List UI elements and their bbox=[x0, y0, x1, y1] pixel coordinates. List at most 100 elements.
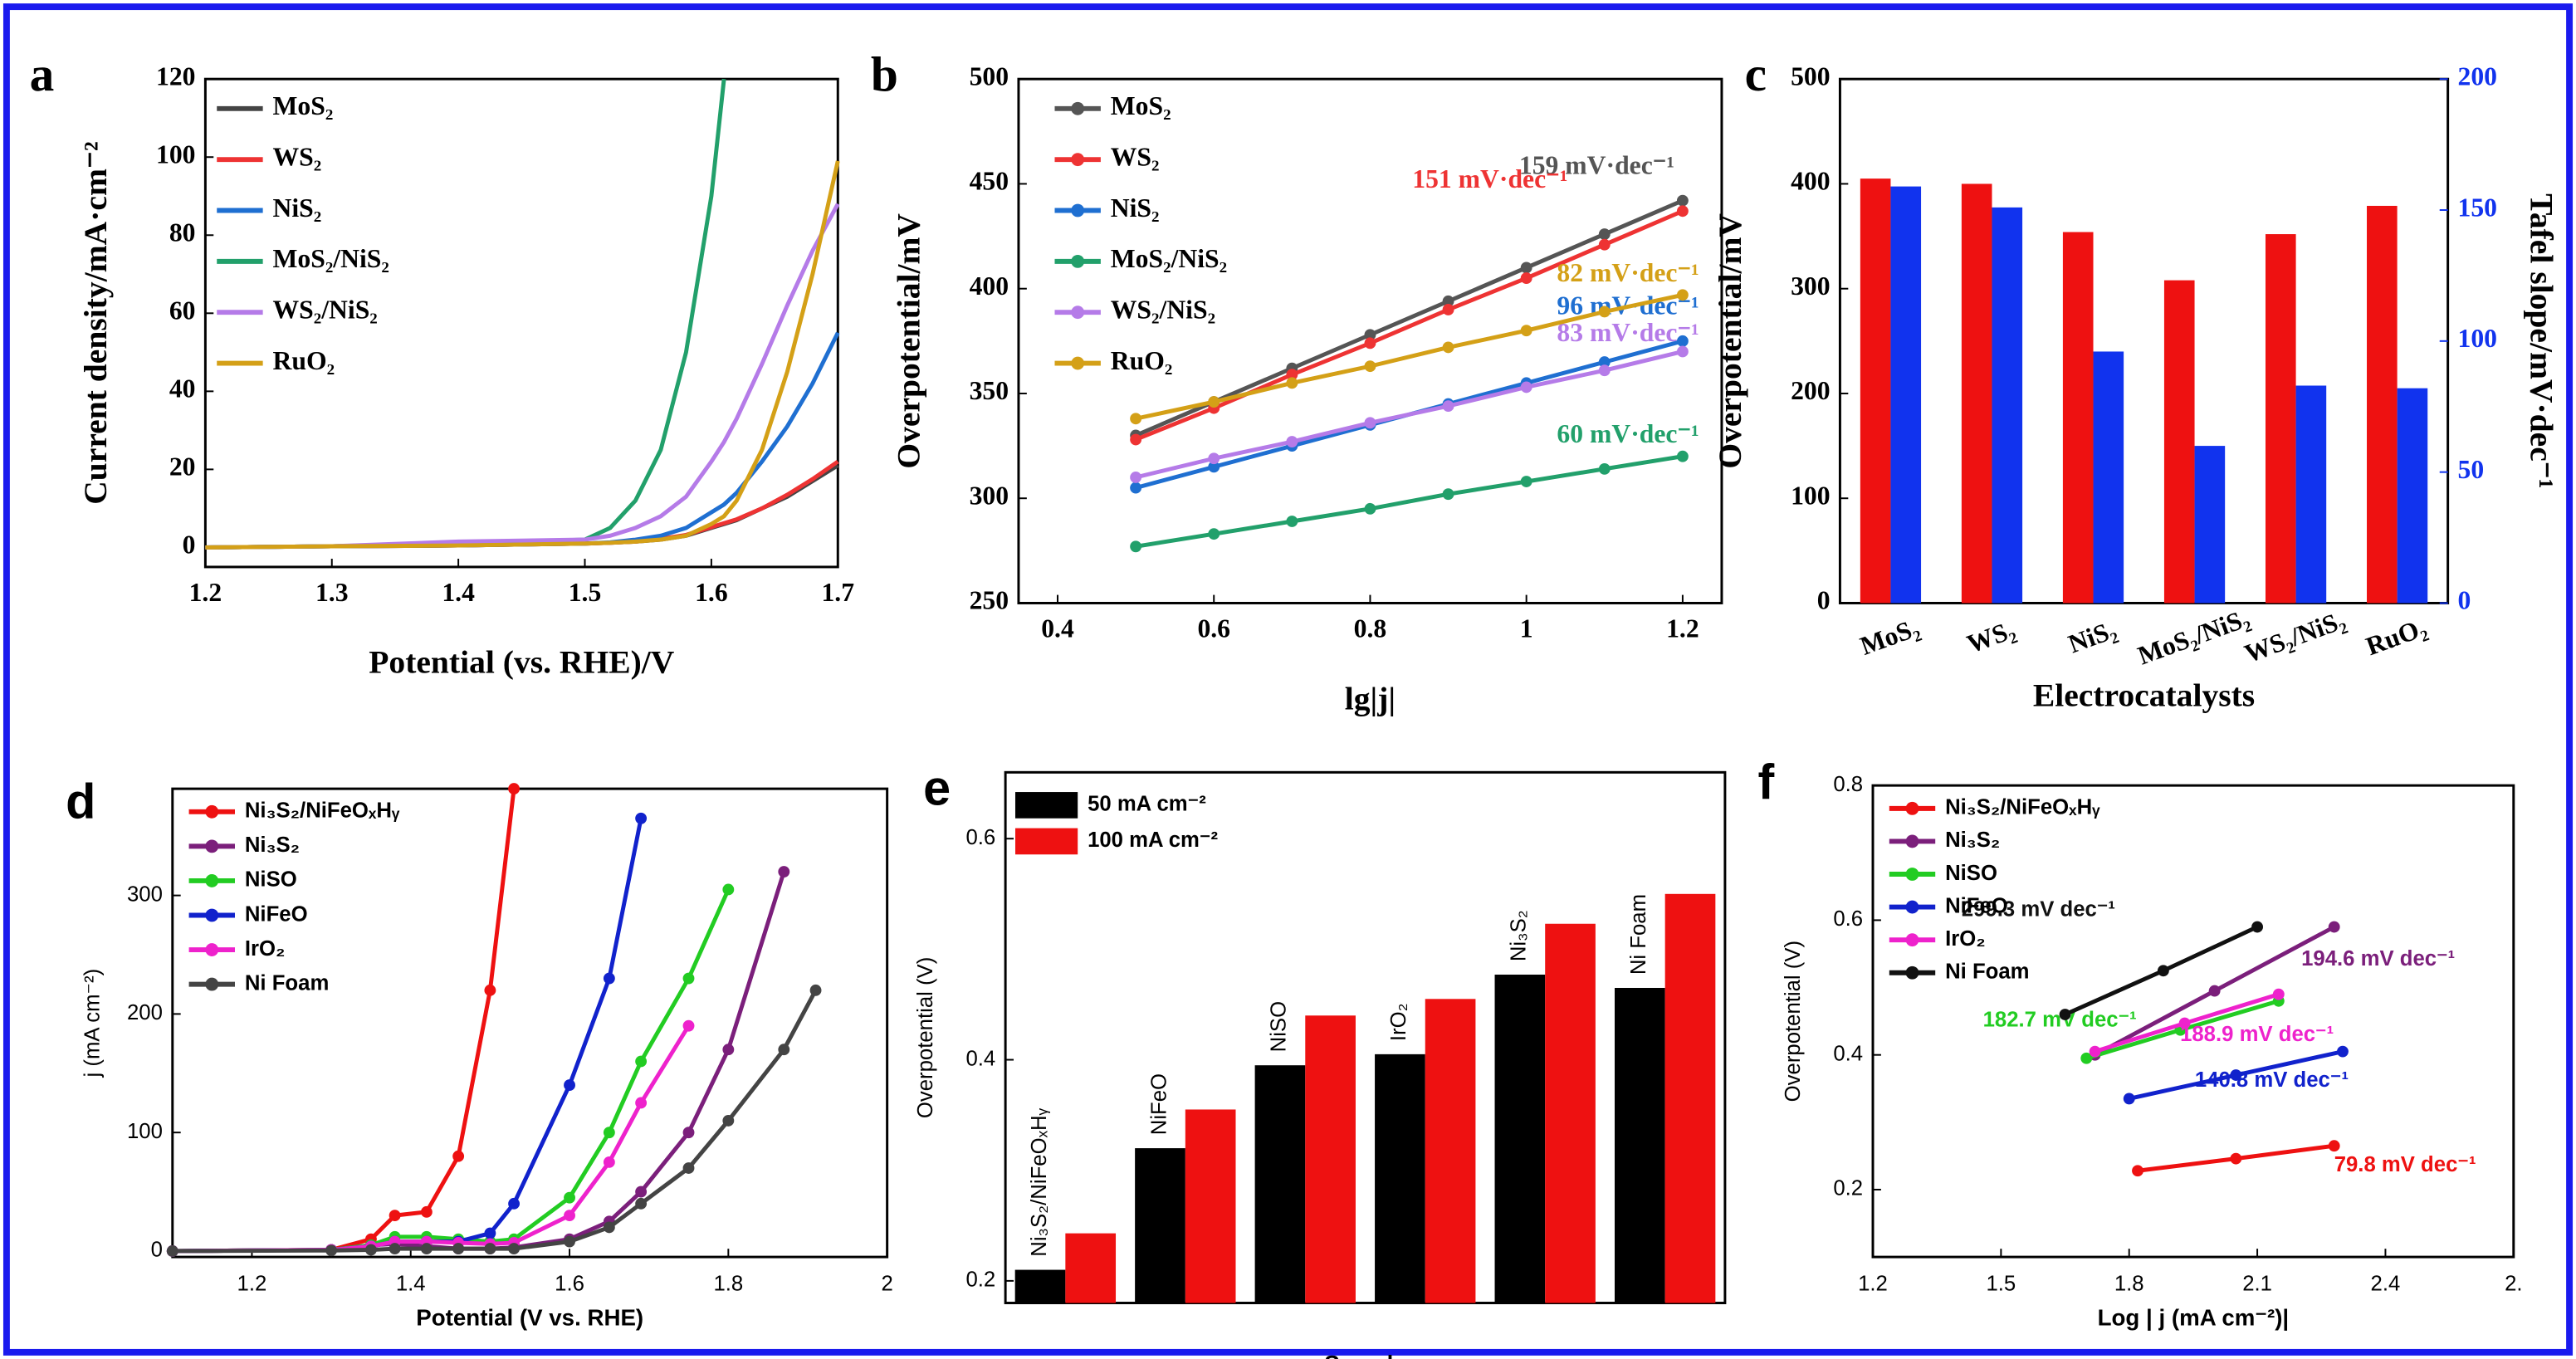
series-marker bbox=[722, 1114, 735, 1127]
bar bbox=[1992, 207, 2023, 604]
legend-marker bbox=[205, 943, 219, 956]
series-marker bbox=[603, 1156, 615, 1168]
y-tick-label: 200 bbox=[1791, 376, 1830, 405]
panel: c 0 100 200 300 400 500 0 50 100 150 200 Electrocata… bbox=[1712, 46, 2560, 714]
panel-label: f bbox=[1757, 754, 1774, 809]
series-marker bbox=[635, 812, 648, 824]
x-tick-label: 0.6 bbox=[1197, 614, 1230, 643]
panel-label: d bbox=[66, 774, 95, 829]
bar bbox=[1545, 923, 1596, 1303]
series-marker bbox=[682, 972, 695, 985]
bar bbox=[1614, 987, 1665, 1303]
y-axis-label: Overpotential (V) bbox=[914, 957, 937, 1118]
bar bbox=[2397, 388, 2428, 604]
series-marker bbox=[1364, 502, 1376, 515]
slope-annotation: 182.7 mV dec⁻¹ bbox=[1983, 1008, 2137, 1031]
series-marker bbox=[603, 972, 615, 985]
series-marker bbox=[2178, 1017, 2191, 1029]
x-tick-label: 0.8 bbox=[1354, 614, 1387, 643]
series-marker bbox=[1598, 356, 1611, 369]
series-marker bbox=[166, 1245, 178, 1257]
x-tick-label: 1.6 bbox=[555, 1273, 584, 1296]
series-marker bbox=[682, 1019, 695, 1032]
series-marker bbox=[1520, 325, 1532, 337]
legend-label: Ni₃S₂/NiFeOₓHᵧ bbox=[245, 799, 400, 823]
series-marker bbox=[452, 1243, 465, 1255]
y-tick-label: 0.2 bbox=[1833, 1177, 1863, 1200]
series-marker bbox=[564, 1210, 575, 1222]
series-marker bbox=[1286, 377, 1298, 389]
series-marker bbox=[325, 1244, 338, 1257]
series-marker bbox=[1598, 462, 1611, 475]
series-marker bbox=[1208, 528, 1220, 540]
x-tick-label: 2.1 bbox=[2242, 1273, 2272, 1296]
series-marker bbox=[508, 1243, 521, 1255]
series-marker bbox=[564, 1191, 575, 1204]
series-line bbox=[205, 203, 840, 550]
bar bbox=[2163, 280, 2195, 604]
series-marker bbox=[2208, 985, 2221, 997]
y-tick-label: 100 bbox=[1791, 481, 1830, 510]
slope-annotation: 151 mV·dec⁻¹ bbox=[1412, 164, 1567, 193]
y-tick-label: 120 bbox=[156, 61, 195, 90]
series-marker bbox=[508, 1197, 521, 1210]
plot-frame bbox=[1871, 784, 2515, 1259]
series-marker bbox=[682, 1127, 695, 1139]
slope-annotation: 82 mV·dec⁻¹ bbox=[1557, 258, 1699, 287]
series-marker bbox=[1364, 337, 1376, 350]
series-marker bbox=[1442, 295, 1454, 307]
series-marker bbox=[1598, 238, 1611, 251]
category-label: IrO₂ bbox=[1387, 1003, 1410, 1041]
series-marker bbox=[1130, 413, 1142, 425]
slope-annotation: 83 mV·dec⁻¹ bbox=[1557, 318, 1699, 347]
series-marker bbox=[1598, 228, 1611, 240]
series-marker bbox=[1364, 329, 1376, 341]
series-marker bbox=[635, 1055, 648, 1068]
y-tick-label: 250 bbox=[970, 586, 1009, 615]
y-axis-label: Overpotential/mV bbox=[890, 213, 926, 469]
y-tick-label: 300 bbox=[127, 882, 163, 906]
series-marker bbox=[1130, 433, 1142, 446]
legend-label: Ni₃S₂/NiFeOₓHᵧ bbox=[1945, 796, 2100, 819]
legend-label: IrO₂ bbox=[245, 937, 286, 961]
panel: e 0.2 0.4 0.6 Sample Overpotential (V) Ni₃S₂/N… bbox=[914, 760, 1727, 1359]
slope-annotation: 159 mV·dec⁻¹ bbox=[1519, 150, 1674, 179]
bar bbox=[1014, 1269, 1066, 1303]
legend-label: RuO₂ bbox=[273, 346, 335, 375]
legend-marker bbox=[1071, 153, 1085, 167]
series-marker bbox=[508, 783, 521, 795]
legend-marker bbox=[1905, 834, 1919, 848]
series-marker bbox=[2328, 921, 2340, 933]
panel: b 250 300 350 400 450 500 0.4 0.6 0.8 1 1.2 lg|j| Ove… bbox=[871, 46, 1723, 716]
series-marker bbox=[1130, 482, 1142, 494]
y-tick-label: 20 bbox=[169, 452, 196, 482]
y2-tick-label: 50 bbox=[2458, 455, 2485, 484]
series-marker bbox=[2272, 988, 2285, 1000]
y-tick-label: 0 bbox=[151, 1239, 163, 1262]
legend-marker bbox=[1905, 965, 1919, 980]
legend-label: 50 mA cm⁻² bbox=[1088, 793, 1206, 816]
series-marker bbox=[1442, 488, 1454, 501]
series-marker bbox=[1676, 289, 1689, 301]
y-tick-label: 0 bbox=[183, 530, 196, 560]
series-marker bbox=[1130, 540, 1142, 553]
bar bbox=[1425, 999, 1476, 1303]
series-marker bbox=[635, 1185, 648, 1198]
panel-label: b bbox=[871, 46, 898, 101]
y-tick-label: 300 bbox=[1791, 271, 1830, 301]
x-tick-label: 1.2 bbox=[1858, 1273, 1888, 1296]
x-tick-label: 1.8 bbox=[2114, 1273, 2144, 1296]
bar bbox=[2062, 232, 2094, 604]
series-marker bbox=[722, 883, 735, 896]
series-marker bbox=[2230, 1152, 2242, 1165]
x-tick-label: 1.3 bbox=[315, 578, 349, 607]
y-tick-label: 60 bbox=[169, 296, 196, 325]
y-axis-label: Current density/mA·cm⁻² bbox=[77, 141, 114, 505]
y-tick-label: 100 bbox=[156, 139, 195, 169]
series-marker bbox=[1442, 304, 1454, 315]
series-marker bbox=[603, 1221, 615, 1234]
legend-label: WS₂/NiS₂ bbox=[273, 295, 378, 324]
legend-label: NiFeO bbox=[245, 902, 308, 926]
x-axis-label: Potential (V vs. RHE) bbox=[416, 1305, 643, 1331]
y-tick-label: 500 bbox=[970, 61, 1009, 90]
